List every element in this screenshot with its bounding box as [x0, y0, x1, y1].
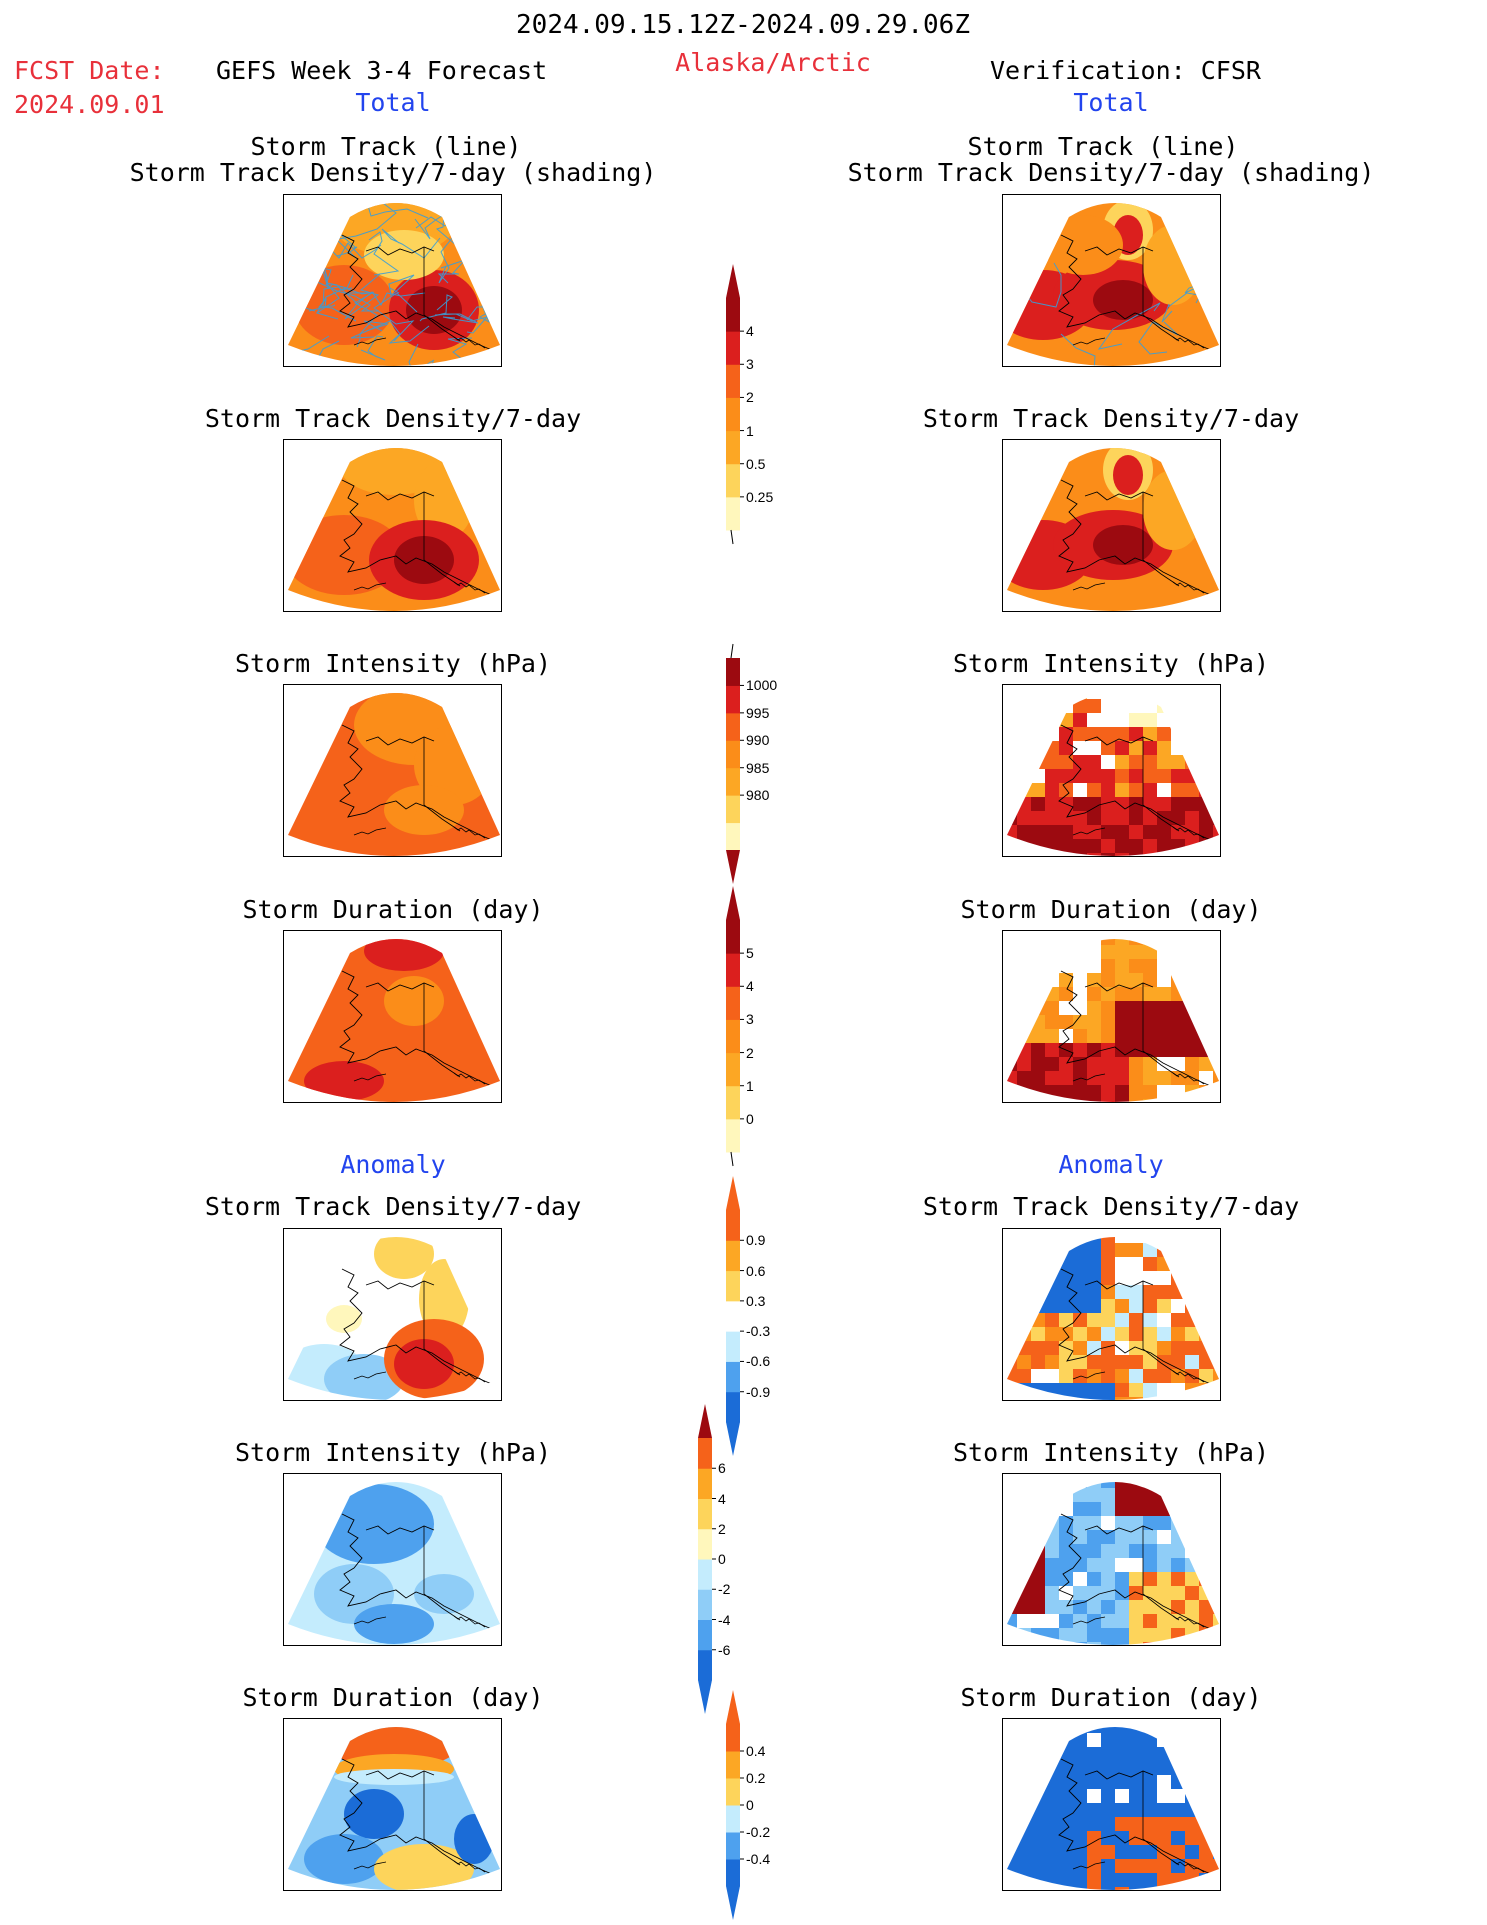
- panel-title-intensity-left: Storm Intensity (hPa): [234, 649, 552, 678]
- panel-title-density-anom-left: Storm Track Density/7-day: [204, 1192, 582, 1221]
- colorbar-tick-label: 2: [718, 1520, 726, 1537]
- left-anomaly-label: Anomaly: [340, 1150, 446, 1179]
- colorbar-tick-label: 0.4: [746, 1743, 766, 1759]
- map-intensity-anomaly-verification: [1002, 1473, 1221, 1646]
- colorbar-tick-label: 2: [746, 389, 754, 406]
- colorbar-tick-label: 4: [718, 1490, 726, 1507]
- colorbar-tick-label: 0: [718, 1551, 726, 1567]
- colorbar-intensity-anomaly: 6 4 2 0 -2 -4 -6: [696, 1404, 776, 1714]
- map-density-forecast: [283, 439, 502, 612]
- colorbar-tick-label: 990: [746, 732, 770, 749]
- panel-title-intensity-right: Storm Intensity (hPa): [952, 649, 1270, 678]
- map-density-verification: [1002, 439, 1221, 612]
- colorbar-tick-label: 0.2: [746, 1770, 766, 1786]
- map-track-forecast: [283, 194, 502, 367]
- panel-title-density-left: Storm Track Density/7-day: [204, 404, 582, 433]
- colorbar-tick-label: -0.3: [746, 1323, 771, 1340]
- colorbar-tick-label: 0: [746, 1110, 754, 1127]
- map-duration-anomaly-forecast: [283, 1718, 502, 1891]
- map-duration-verification: [1002, 930, 1221, 1103]
- fcst-date-label: FCST Date:: [14, 56, 165, 85]
- colorbar-duration-anomaly: 0.4 0.2 0 -0.2 -0.4: [724, 1690, 804, 1920]
- colorbar-tick-label: 2: [746, 1044, 754, 1061]
- map-intensity-forecast: [283, 684, 502, 857]
- panel-title-track-line-right: Storm Track (line): [967, 132, 1239, 161]
- colorbar-tick-label: -6: [718, 1641, 731, 1658]
- colorbar-tick-label: 0.6: [746, 1262, 766, 1279]
- panel-title-intensity-anom-right: Storm Intensity (hPa): [952, 1438, 1270, 1467]
- right-total-label: Total: [1073, 88, 1149, 117]
- colorbar-tick-label: 0.3: [746, 1292, 766, 1309]
- colorbar-tick-label: 4: [746, 978, 754, 995]
- map-track-verification: [1002, 194, 1221, 367]
- map-duration-anomaly-verification: [1002, 1718, 1221, 1891]
- colorbar-tick-label: -0.6: [746, 1353, 771, 1370]
- right-anomaly-label: Anomaly: [1058, 1150, 1164, 1179]
- panel-title-track-shading-left: Storm Track Density/7-day (shading): [129, 158, 657, 187]
- colorbar-duration-total: 5 4 3 2 1 0: [724, 886, 804, 1167]
- left-total-label: Total: [355, 88, 431, 117]
- colorbar-tick-label: 0.5: [746, 455, 766, 472]
- colorbar-tick-label: -0.4: [746, 1851, 771, 1867]
- colorbar-tick-label: 6: [718, 1460, 726, 1477]
- map-density-anomaly-forecast: [283, 1228, 502, 1401]
- colorbar-tick-label: 3: [746, 1011, 754, 1028]
- colorbar-tick-label: 5: [746, 945, 754, 962]
- panel-title-track-shading-right: Storm Track Density/7-day (shading): [847, 158, 1375, 187]
- map-intensity-anomaly-forecast: [283, 1473, 502, 1646]
- panel-title-density-anom-right: Storm Track Density/7-day: [922, 1192, 1300, 1221]
- verification-title: Verification: CFSR: [990, 56, 1261, 85]
- colorbar-tick-label: -0.2: [746, 1824, 771, 1840]
- colorbar-tick-label: 1000: [746, 677, 778, 694]
- panel-title-duration-anom-left: Storm Duration (day): [242, 1683, 544, 1712]
- colorbar-density-anomaly: 0.9 0.6 0.3 -0.3 -0.6 -0.9: [724, 1176, 804, 1456]
- colorbar-tick-label: 1: [746, 1077, 754, 1094]
- map-intensity-verification: [1002, 684, 1221, 857]
- model-title: GEFS Week 3-4 Forecast: [216, 56, 548, 85]
- colorbar-tick-label: -0.9: [746, 1383, 771, 1400]
- date-range-title: 2024.09.15.12Z-2024.09.29.06Z: [516, 10, 970, 40]
- colorbar-tick-label: 3: [746, 356, 754, 373]
- panel-title-density-right: Storm Track Density/7-day: [922, 404, 1300, 433]
- colorbar-tick-label: 4: [746, 323, 754, 340]
- panel-title-track-line-left: Storm Track (line): [250, 132, 522, 161]
- colorbar-tick-label: 0: [746, 1797, 754, 1813]
- colorbar-tick-label: 0.25: [746, 488, 774, 505]
- colorbar-tick-label: 0.9: [746, 1232, 766, 1249]
- panel-title-intensity-anom-left: Storm Intensity (hPa): [234, 1438, 552, 1467]
- fcst-date-value: 2024.09.01: [14, 90, 165, 119]
- panel-title-duration-left: Storm Duration (day): [242, 895, 544, 924]
- colorbar-tick-label: 995: [746, 704, 770, 721]
- colorbar-tick-label: -2: [718, 1581, 731, 1598]
- region-title: Alaska/Arctic: [675, 48, 871, 77]
- colorbar-intensity-total: 1000 995 990 985 980: [724, 643, 804, 884]
- colorbar-tick-label: -4: [718, 1611, 731, 1628]
- map-duration-forecast: [283, 930, 502, 1103]
- colorbar-density-total: 4 3 2 1 0.5 0.25: [724, 264, 804, 545]
- colorbar-tick-label: 985: [746, 759, 770, 776]
- map-density-anomaly-verification: [1002, 1228, 1221, 1401]
- panel-title-duration-right: Storm Duration (day): [960, 895, 1262, 924]
- colorbar-tick-label: 980: [746, 787, 770, 804]
- panel-title-duration-anom-right: Storm Duration (day): [960, 1683, 1262, 1712]
- colorbar-tick-label: 1: [746, 422, 754, 439]
